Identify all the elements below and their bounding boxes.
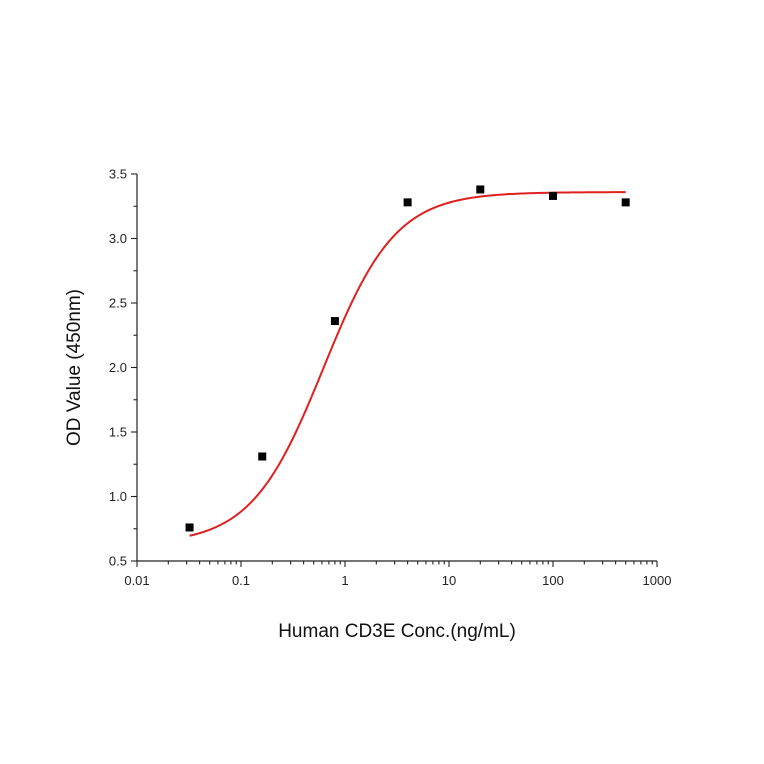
data-point [258, 452, 267, 461]
y-tick-label: 0.5 [109, 554, 127, 569]
y-tick-label: 2.0 [109, 360, 127, 375]
y-axis-title: OD Value (450nm) [64, 289, 85, 446]
x-tick-label: 10 [442, 573, 456, 588]
x-tick-label: 1000 [643, 573, 672, 588]
x-tick-label: 1 [341, 573, 348, 588]
x-tick-label: 0.1 [232, 573, 250, 588]
y-tick-label: 1.0 [109, 489, 127, 504]
data-point [476, 185, 485, 194]
x-axis-title: Human CD3E Conc.(ng/mL) [278, 621, 516, 642]
y-ticks: 0.5 1.0 1.5 2.0 2.5 3.0 3.5 [109, 167, 137, 569]
data-point [403, 198, 412, 207]
data-point [330, 317, 339, 326]
x-tick-label: 0.01 [124, 573, 149, 588]
y-tick-label: 3.0 [109, 231, 127, 246]
data-point [621, 198, 630, 207]
y-tick-label: 1.5 [109, 425, 127, 440]
data-points [185, 185, 630, 532]
y-tick-label: 3.5 [109, 167, 127, 182]
data-point [185, 523, 194, 532]
data-point [549, 191, 557, 200]
x-tick-label: 100 [542, 573, 564, 588]
x-ticks: 0.01 0.1 1 10 100 1000 [124, 561, 671, 588]
y-tick-label: 2.5 [109, 296, 127, 311]
plot-area [185, 185, 630, 537]
fit-curve [189, 191, 626, 537]
